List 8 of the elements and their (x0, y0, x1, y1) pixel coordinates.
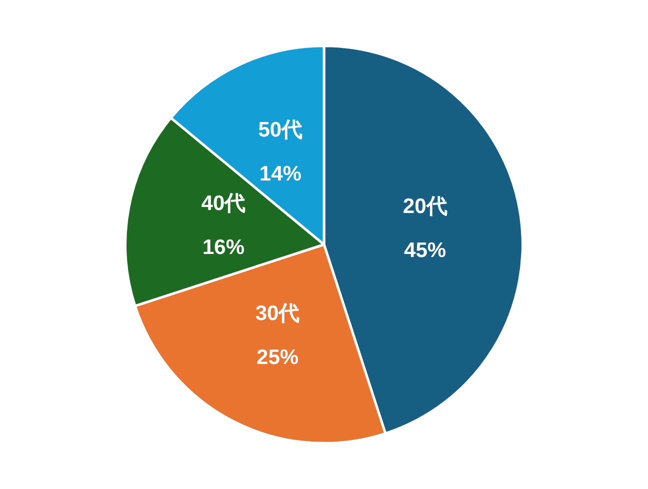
data-label: 45% (404, 238, 446, 262)
data-label: 25% (256, 346, 299, 370)
slice-label: 20代 (402, 194, 448, 218)
data-label: 16% (202, 236, 245, 259)
slice-label: 30代 (255, 302, 300, 326)
slice-label: 50代 (258, 118, 303, 142)
data-label: 14% (259, 162, 302, 186)
slice-label: 40代 (201, 192, 246, 215)
